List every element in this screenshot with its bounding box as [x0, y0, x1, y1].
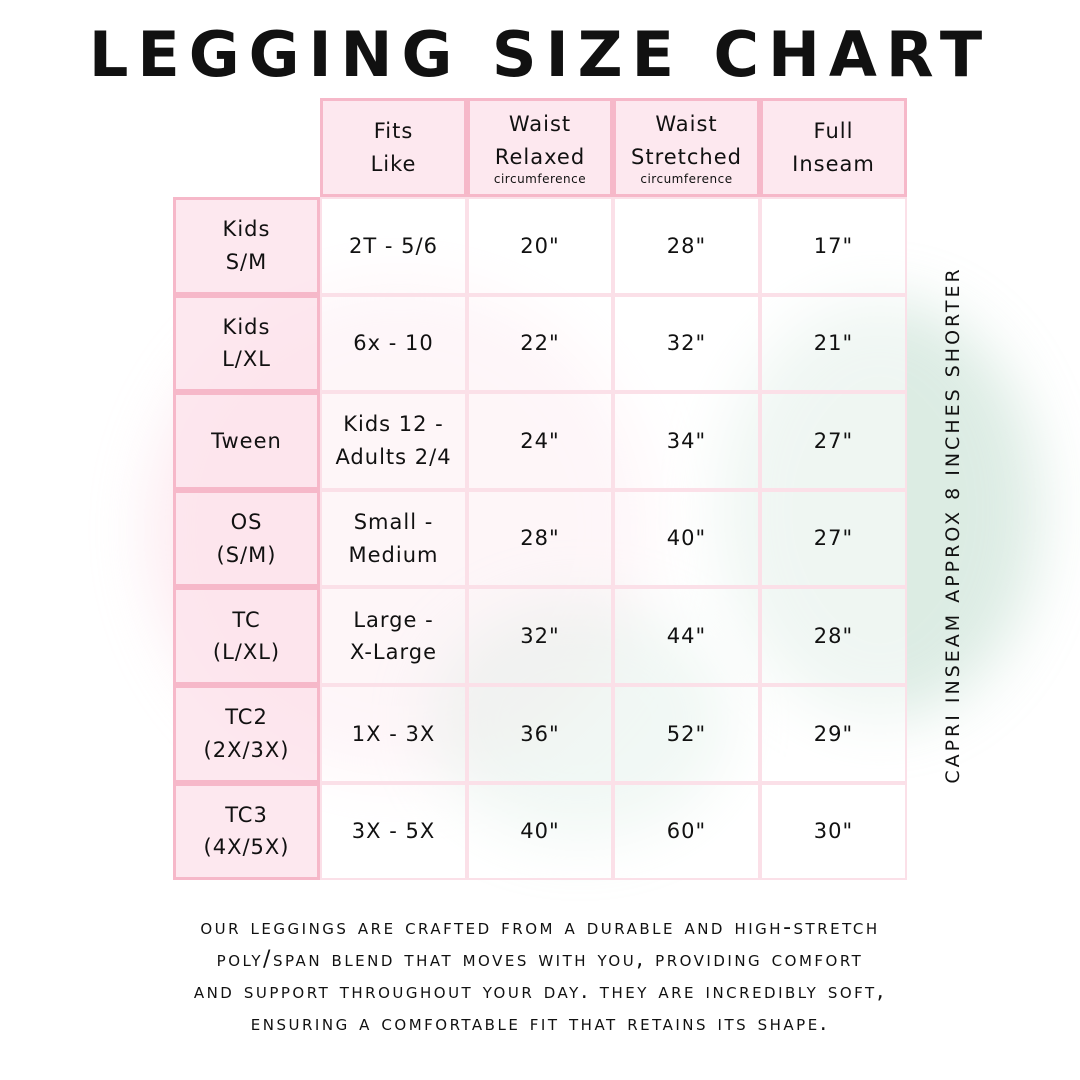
cell-value: 24"	[520, 428, 560, 453]
table-cell-waist-relaxed: 22"	[467, 294, 613, 393]
cell-value: Large - X-Large	[349, 607, 437, 665]
table-cell-waist-stretched: 34"	[613, 392, 760, 490]
row-header-size: OS (S/M)	[173, 489, 320, 588]
table-cell-fits-like: 6x - 10	[320, 294, 467, 393]
size-label: TC3 (4X/5X)	[203, 802, 290, 860]
description-line: POLY/SPAN BLEND THAT MOVES WITH YOU, PRO…	[216, 947, 864, 972]
table-cell-fits-like: 2T - 5/6	[320, 197, 467, 295]
table-cell-full-inseam: 29"	[760, 685, 907, 783]
table-cell-waist-stretched: 52"	[613, 685, 760, 783]
table-cell-waist-relaxed: 32"	[467, 587, 613, 685]
cell-value: 60"	[666, 819, 707, 844]
column-header: Waist Relaxed circumference	[467, 98, 613, 197]
cell-value: 17"	[813, 233, 854, 258]
cell-value: 28"	[666, 233, 707, 258]
table-cell-waist-relaxed: 24"	[467, 392, 613, 490]
row-header-size: TC3 (4X/5X)	[173, 782, 320, 881]
description-line: AND SUPPORT THROUGHOUT YOUR DAY. THEY AR…	[193, 979, 887, 1004]
cell-value: 44"	[666, 623, 707, 648]
capri-note: CAPRI INSEAM APPROX 8 INCHES SHORTER	[942, 266, 964, 784]
table-cell-full-inseam: 17"	[760, 197, 907, 295]
cell-value: 28"	[520, 526, 560, 551]
cell-value: 40"	[520, 819, 560, 844]
row-header-size: TC2 (2X/3X)	[173, 685, 320, 783]
size-label: OS (S/M)	[216, 510, 277, 567]
table-cell-waist-relaxed: 40"	[467, 782, 613, 881]
cell-value: 6x - 10	[353, 331, 434, 356]
column-header: Fits Like	[320, 98, 467, 197]
size-table: Fits Like Waist Relaxed circumference Waist…	[173, 98, 907, 881]
description-line: ENSURING A COMFORTABLE FIT THAT RETAINS …	[250, 1011, 830, 1036]
row-header-size: TC (L/XL)	[173, 587, 320, 685]
table-cell-waist-relaxed: 20"	[467, 197, 613, 295]
column-header: Waist Stretched circumference	[613, 98, 760, 197]
cell-value: 30"	[813, 819, 854, 844]
cell-value: Small - Medium	[348, 510, 439, 567]
cell-value: Kids 12 - Adults 2/4	[335, 412, 452, 469]
table-cell-waist-stretched: 32"	[613, 294, 760, 393]
cell-value: 34"	[666, 428, 707, 453]
cell-value: 27"	[813, 428, 854, 453]
cell-value: 36"	[520, 721, 560, 746]
table-cell-full-inseam: 27"	[760, 489, 907, 588]
cell-value: 22"	[520, 331, 560, 356]
cell-value: 29"	[813, 721, 854, 746]
table-cell-fits-like: Large - X-Large	[320, 587, 467, 685]
row-header-size: Tween	[173, 392, 320, 490]
cell-value: 28"	[813, 623, 854, 648]
table-cell-waist-relaxed: 28"	[467, 489, 613, 588]
column-header-label: Waist Stretched	[631, 112, 742, 169]
table-cell-waist-stretched: 40"	[613, 489, 760, 588]
row-header-size: Kids S/M	[173, 197, 320, 295]
column-header-label: Fits Like	[370, 118, 417, 176]
table-cell-fits-like: 3X - 5X	[320, 782, 467, 881]
column-header-label: Waist Relaxed	[494, 112, 586, 169]
table-cell-waist-stretched: 28"	[613, 197, 760, 295]
column-header-sublabel: circumference	[640, 172, 733, 187]
table-cell-full-inseam: 27"	[760, 392, 907, 490]
column-header: Full Inseam	[760, 98, 907, 197]
column-header-label: Full Inseam	[792, 118, 875, 176]
table-cell-fits-like: Kids 12 - Adults 2/4	[320, 392, 467, 490]
cell-value: 27"	[813, 526, 854, 551]
cell-value: 3X - 5X	[351, 819, 436, 844]
size-label: TC2 (2X/3X)	[203, 705, 290, 762]
cell-value: 21"	[813, 331, 854, 356]
cell-value: 52"	[666, 721, 707, 746]
table-cell-full-inseam: 30"	[760, 782, 907, 881]
table-cell-full-inseam: 28"	[760, 587, 907, 685]
table-cell-waist-relaxed: 36"	[467, 685, 613, 783]
table-cell-full-inseam: 21"	[760, 294, 907, 393]
page-title: LEGGING SIZE CHART	[88, 18, 992, 91]
size-label: Tween	[211, 428, 282, 453]
cell-value: 20"	[520, 233, 560, 258]
cell-value: 32"	[666, 331, 707, 356]
table-cell-waist-stretched: 60"	[613, 782, 760, 881]
table-cell-fits-like: Small - Medium	[320, 489, 467, 588]
size-label: Kids S/M	[222, 217, 271, 274]
size-label: TC (L/XL)	[212, 607, 281, 665]
table-cell-waist-stretched: 44"	[613, 587, 760, 685]
column-header-sublabel: circumference	[493, 172, 587, 187]
row-header-size: Kids L/XL	[173, 294, 320, 393]
cell-value: 32"	[520, 623, 560, 648]
cell-value: 40"	[666, 526, 707, 551]
size-label: Kids L/XL	[222, 314, 271, 372]
cell-value: 1X - 3X	[351, 721, 436, 746]
cell-value: 2T - 5/6	[349, 233, 438, 258]
table-cell-fits-like: 1X - 3X	[320, 685, 467, 783]
